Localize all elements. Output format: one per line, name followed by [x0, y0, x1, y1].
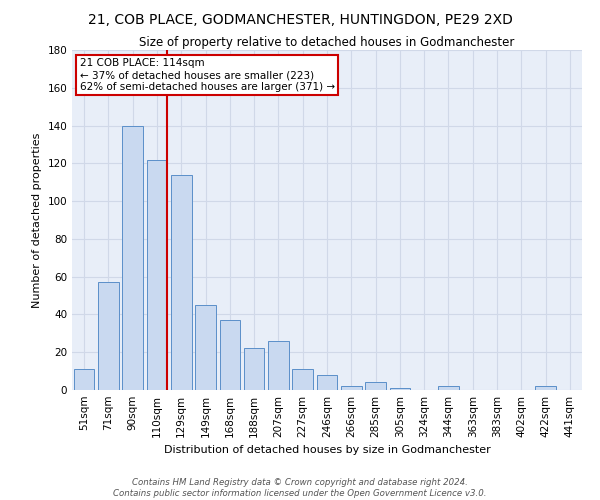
X-axis label: Distribution of detached houses by size in Godmanchester: Distribution of detached houses by size …	[164, 446, 490, 456]
Bar	[535, 386, 556, 390]
Bar	[365, 382, 386, 390]
Bar	[195, 305, 216, 390]
Title: Size of property relative to detached houses in Godmanchester: Size of property relative to detached ho…	[139, 36, 515, 49]
Text: Contains HM Land Registry data © Crown copyright and database right 2024.
Contai: Contains HM Land Registry data © Crown c…	[113, 478, 487, 498]
Bar	[220, 320, 240, 390]
Bar	[341, 386, 362, 390]
Bar	[268, 341, 289, 390]
Bar	[317, 375, 337, 390]
Bar	[244, 348, 265, 390]
Bar	[74, 369, 94, 390]
Bar	[122, 126, 143, 390]
Bar	[146, 160, 167, 390]
Y-axis label: Number of detached properties: Number of detached properties	[32, 132, 42, 308]
Bar	[98, 282, 119, 390]
Text: 21 COB PLACE: 114sqm
← 37% of detached houses are smaller (223)
62% of semi-deta: 21 COB PLACE: 114sqm ← 37% of detached h…	[80, 58, 335, 92]
Bar	[292, 369, 313, 390]
Bar	[389, 388, 410, 390]
Bar	[438, 386, 459, 390]
Bar	[171, 174, 191, 390]
Text: 21, COB PLACE, GODMANCHESTER, HUNTINGDON, PE29 2XD: 21, COB PLACE, GODMANCHESTER, HUNTINGDON…	[88, 12, 512, 26]
